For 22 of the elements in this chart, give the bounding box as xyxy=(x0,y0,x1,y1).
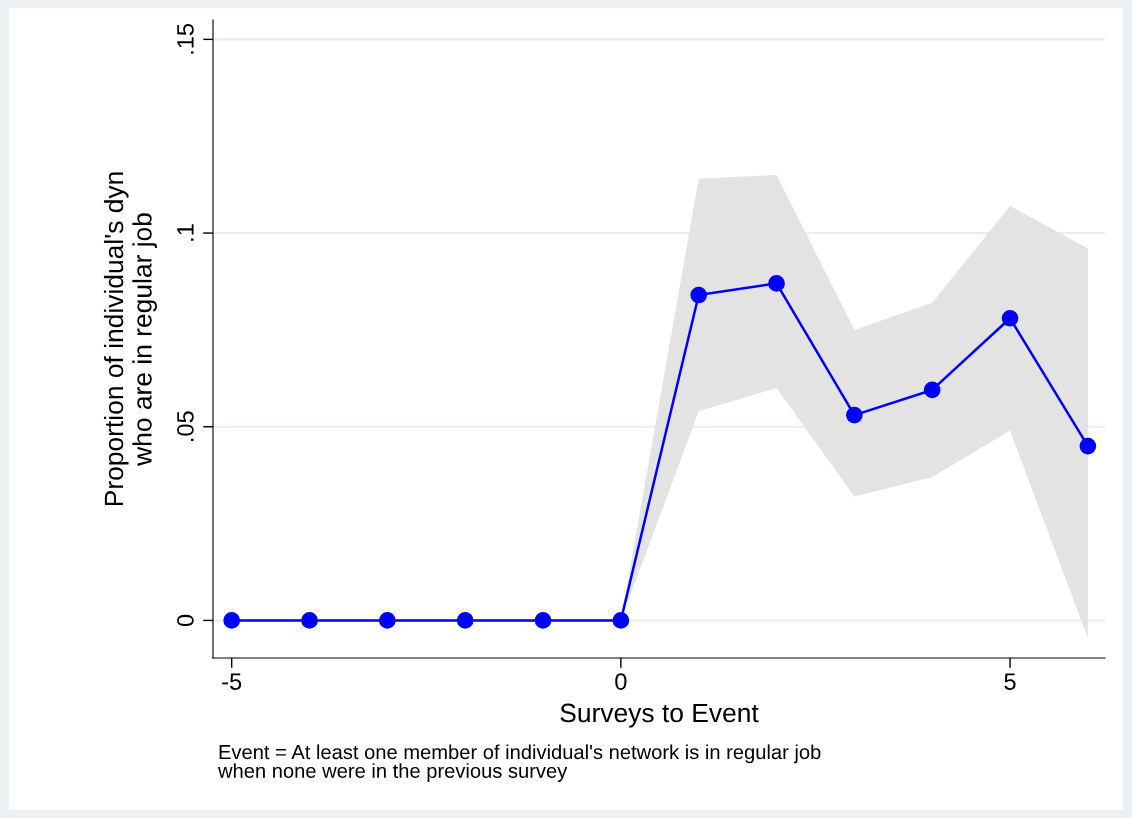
point xyxy=(690,286,708,304)
y-tick-label: .1 xyxy=(177,224,194,241)
point xyxy=(923,381,941,399)
text: Event = At least one member of individual's network is in regular job when none were in the previous survey xyxy=(217,744,821,782)
x-tick-label: 5 xyxy=(1004,673,1016,690)
x-axis-title: Surveys to Event xyxy=(560,703,759,728)
point xyxy=(223,612,241,629)
point xyxy=(534,612,552,629)
point xyxy=(612,612,630,629)
y-tick-label: 0 xyxy=(177,614,194,627)
y-tick-label: .05 xyxy=(177,411,194,441)
point xyxy=(456,612,474,629)
point xyxy=(846,406,863,424)
x-tick-label: -5 xyxy=(222,673,242,690)
point xyxy=(379,612,396,629)
y-axis-title: Proportion of individual's dyn who are in regular job xyxy=(103,172,157,506)
point xyxy=(1001,309,1019,327)
point xyxy=(1079,437,1097,455)
point xyxy=(768,275,785,292)
x-tick-label: 0 xyxy=(615,673,627,690)
point xyxy=(301,612,318,629)
y-tick-label: .15 xyxy=(177,23,194,54)
